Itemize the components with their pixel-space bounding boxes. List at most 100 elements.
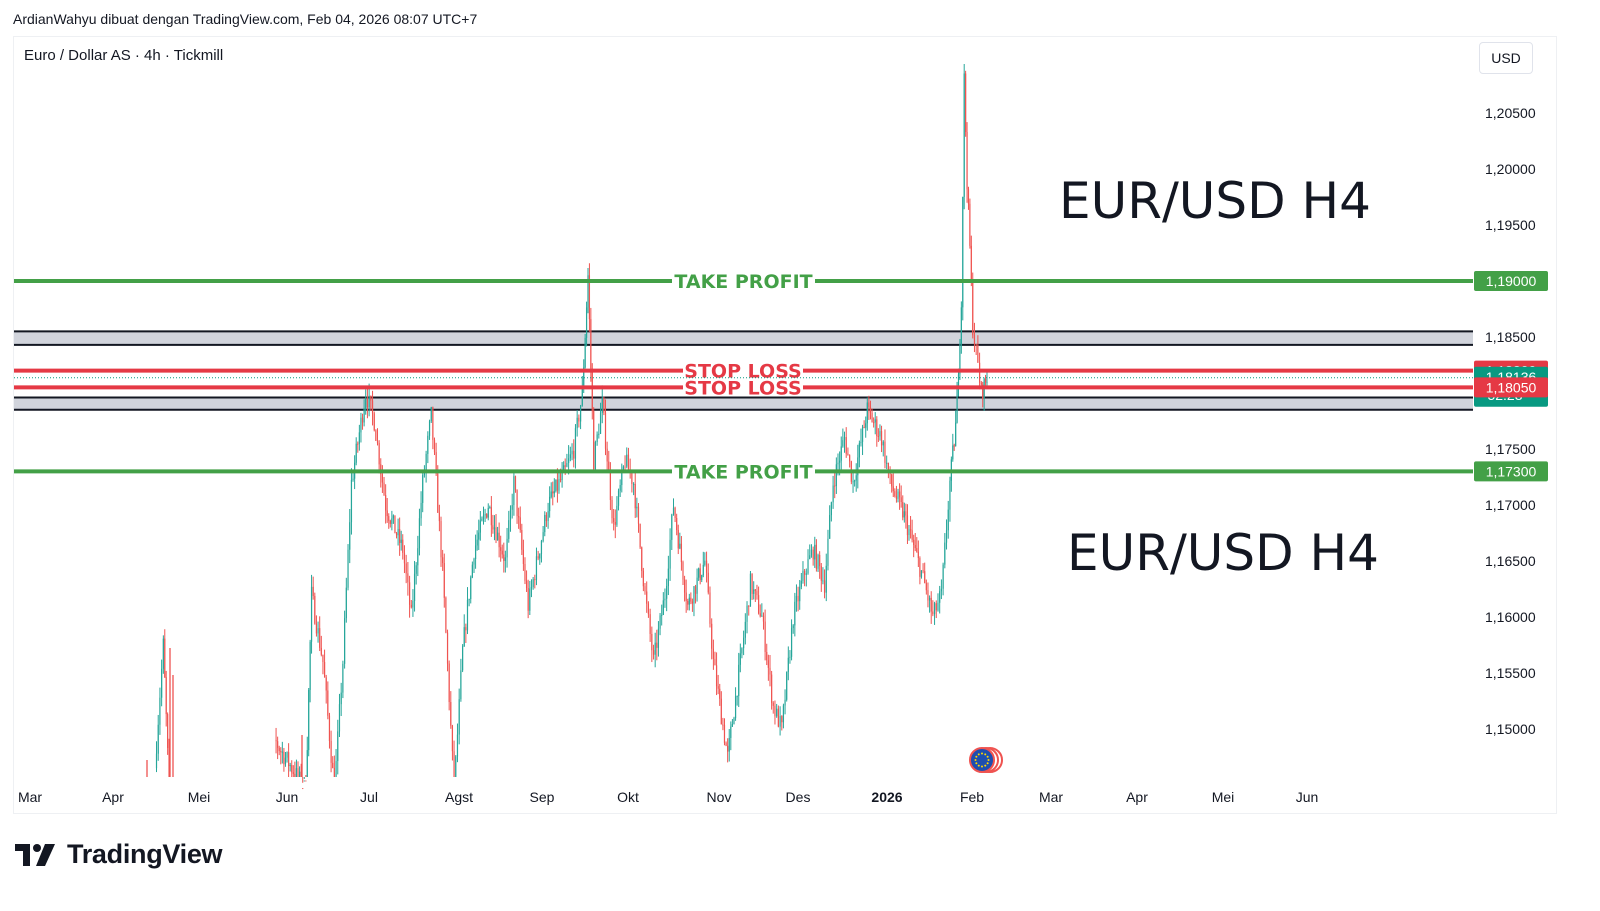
candle-body <box>677 530 679 549</box>
candle-body <box>795 595 798 602</box>
candle-body <box>953 445 955 447</box>
candle-body <box>333 767 335 777</box>
candle-body <box>355 443 357 463</box>
candle-body <box>433 439 436 453</box>
candle-body <box>676 517 678 531</box>
candle-body <box>647 603 650 615</box>
candle-body <box>873 422 875 424</box>
candle-body <box>657 628 660 648</box>
candle-body <box>897 491 899 499</box>
candle-body <box>386 510 388 517</box>
candle-body <box>319 628 321 648</box>
candle-body <box>957 374 960 389</box>
level-price-tag-3 <box>1474 461 1548 482</box>
candle-body <box>637 506 640 524</box>
candle-body <box>777 708 779 727</box>
time-tick-4: Jul <box>360 789 378 805</box>
price-tick-9: 1,15000 <box>1485 721 1536 737</box>
candle-body <box>350 479 353 523</box>
symbol-title[interactable]: Euro / Dollar AS · 4h · Tickmill <box>24 47 224 64</box>
candle-body <box>537 556 539 559</box>
candle-body <box>913 539 915 546</box>
candle-body <box>527 588 529 611</box>
candle-body <box>959 344 961 375</box>
candle-body <box>843 437 846 441</box>
candle-body <box>448 663 450 703</box>
candle-body <box>322 654 324 663</box>
candle-body <box>903 511 905 518</box>
candle-body <box>340 692 342 705</box>
candle-body <box>534 579 536 581</box>
candle-body <box>498 532 500 548</box>
candle-body <box>349 522 351 550</box>
candle-body <box>553 491 555 494</box>
candle-body <box>167 714 169 749</box>
level-price-tag-front-text: 1,18050 <box>1486 379 1537 395</box>
candle-body <box>809 555 811 560</box>
candle-body <box>779 716 781 727</box>
candle-body <box>804 570 806 575</box>
candle-body <box>303 780 305 782</box>
annotation-0: EUR/USD H4 <box>1059 172 1371 230</box>
candle-body <box>437 473 439 513</box>
time-tick-11: Feb <box>960 789 984 805</box>
candle-body <box>819 554 821 567</box>
candle-body <box>766 651 768 661</box>
candle-body <box>581 387 583 406</box>
eu-flag-star <box>974 759 977 761</box>
price-tick-6: 1,16500 <box>1485 553 1536 569</box>
candle-body <box>707 572 709 593</box>
candle-body <box>723 724 726 743</box>
candle-body <box>920 570 923 577</box>
candle-body <box>975 344 977 346</box>
candle-body <box>413 573 416 601</box>
candle-body <box>829 515 831 539</box>
eu-flag-event-marker[interactable] <box>969 747 1003 773</box>
candle-body <box>696 577 698 594</box>
candle-body <box>762 615 765 622</box>
candle-body <box>456 734 459 757</box>
candle-body <box>894 491 896 497</box>
candle-body <box>500 547 502 551</box>
candle-body <box>860 441 862 444</box>
candle-body <box>682 562 684 580</box>
candle-body <box>714 658 716 666</box>
candle-body <box>891 474 893 487</box>
candle-body <box>165 677 167 715</box>
candle-body <box>746 605 748 622</box>
time-tick-9: Des <box>786 789 811 805</box>
candle-body <box>728 737 730 752</box>
candle-body <box>574 428 577 459</box>
currency-selector[interactable]: USD <box>1479 42 1533 74</box>
candle-body <box>506 538 508 558</box>
candle-body <box>757 595 760 614</box>
candle-body <box>667 568 669 587</box>
candle-body <box>159 697 161 725</box>
candle-body <box>837 462 839 465</box>
candle-body <box>162 638 164 669</box>
candle-body <box>306 750 308 777</box>
candle-body <box>787 657 789 672</box>
annotations-layer: EUR/USD H4 EUR/USD H4 <box>1059 172 1379 582</box>
candle-body <box>815 544 818 569</box>
candle-body <box>550 491 552 497</box>
time-tick-15: Jun <box>1296 789 1319 805</box>
tradingview-logo[interactable]: TradingView <box>15 838 223 870</box>
candle-body <box>465 627 467 631</box>
candle-body <box>342 663 344 693</box>
candle-body <box>933 603 936 615</box>
candle-body <box>385 495 387 511</box>
candle-body <box>776 708 778 717</box>
candle-body <box>962 196 964 308</box>
candle-body <box>365 398 367 409</box>
price-axis[interactable]: 1,20500 1,20000 1,19500 1,18500 1,17500 1,170… <box>1485 105 1536 737</box>
candle-body <box>880 431 883 446</box>
candle-body <box>415 565 417 574</box>
candle-body <box>496 532 499 541</box>
candle-body <box>566 463 568 467</box>
time-axis[interactable]: Mar Apr Mei Jun Jul Agst Sep Okt Nov Des 2026 Feb Ma… <box>18 789 1318 805</box>
candle-body <box>705 560 708 573</box>
candle-body <box>522 549 524 564</box>
